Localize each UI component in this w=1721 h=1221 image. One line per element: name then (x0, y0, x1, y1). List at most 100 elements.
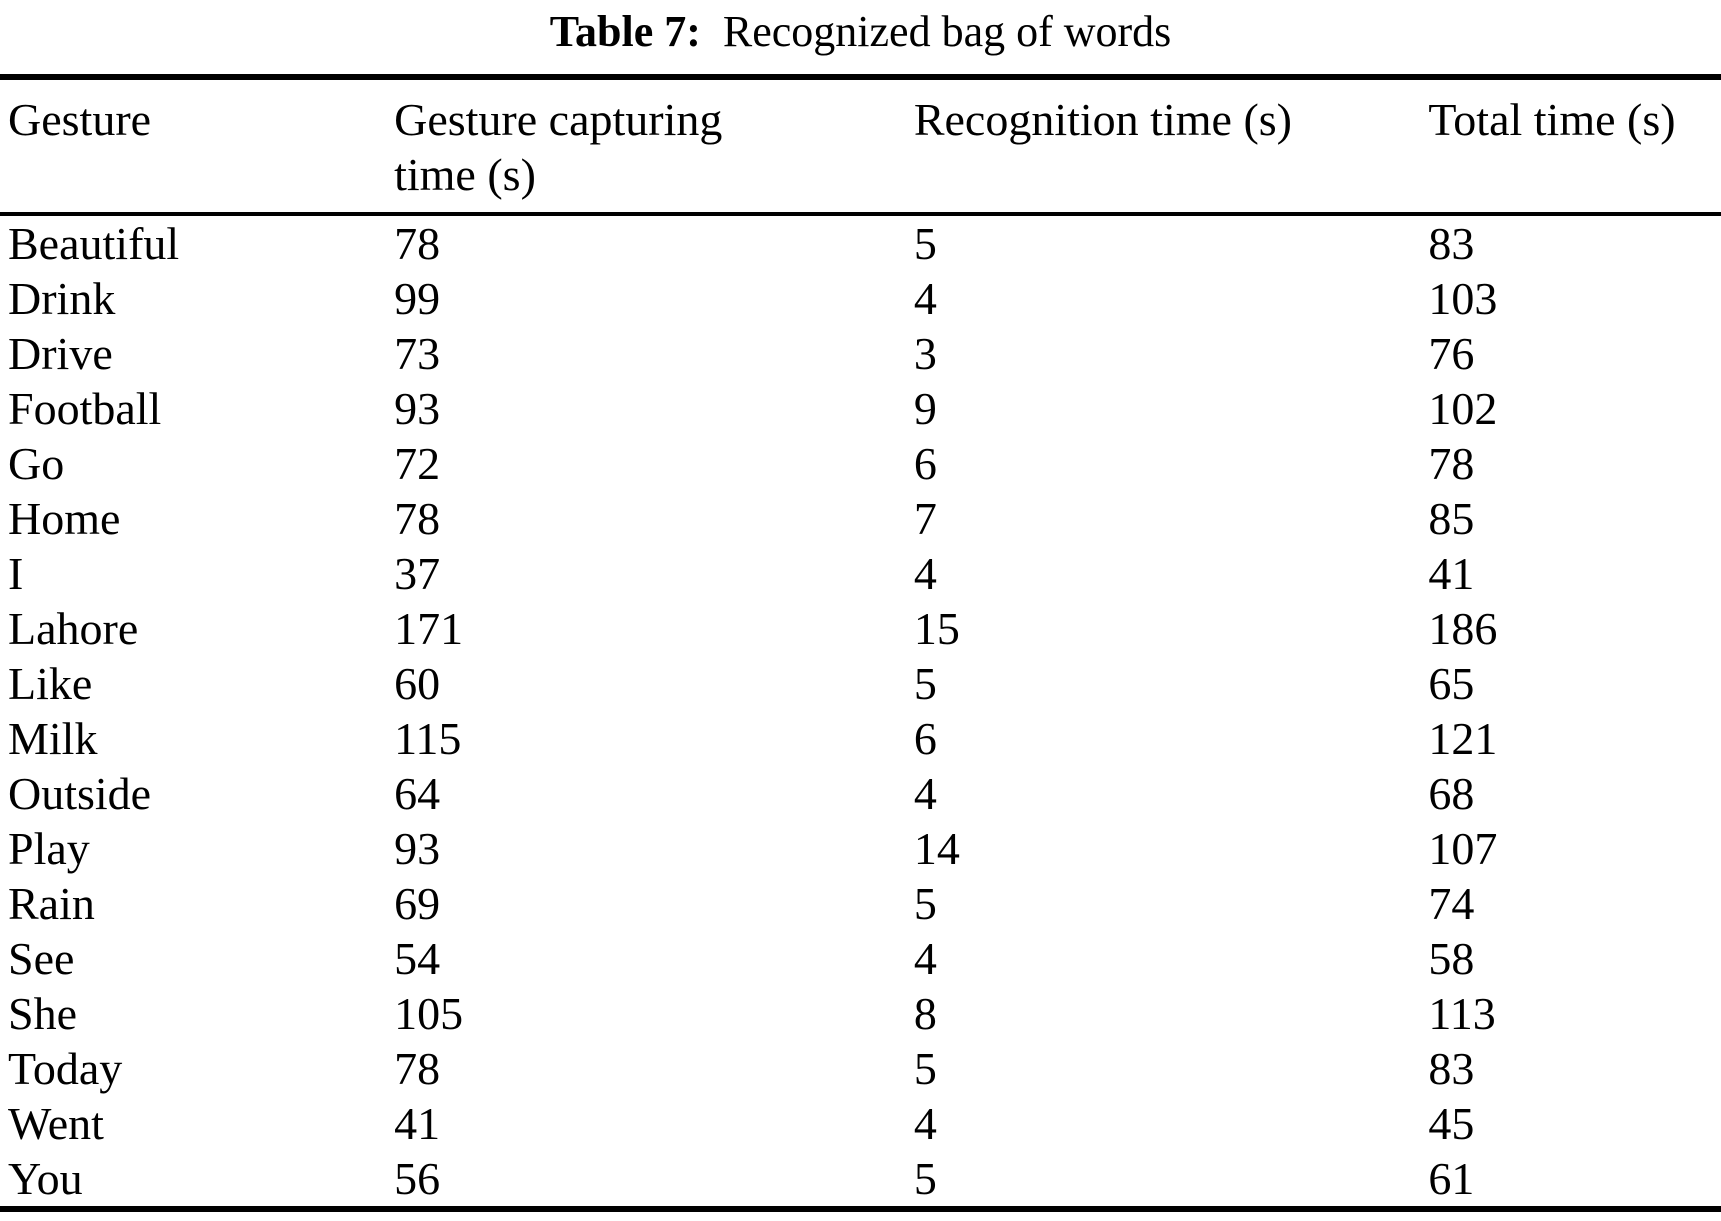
table-row: Beautiful 78 5 83 (0, 214, 1721, 271)
table-row: I 37 4 41 (0, 546, 1721, 601)
table-cell: 105 (394, 988, 464, 1039)
table-cell: 41 (394, 1098, 441, 1149)
table-row: She 105 8 113 (0, 986, 1721, 1041)
table-cell: 6 (913, 713, 937, 764)
table-cell: 99 (394, 273, 441, 324)
column-header-gesture: Gesture (0, 77, 395, 216)
table-caption: Table 7: Recognized bag of words (0, 0, 1721, 74)
table-row: Home 78 7 85 (0, 491, 1721, 546)
table-header: Gesture Gesture capturing time (s) Recog… (0, 77, 1721, 216)
column-header-total-time: Total time (s) (1428, 77, 1721, 216)
table-cell: Drink (8, 273, 116, 324)
table-cell: 4 (913, 768, 937, 819)
table-row: See 54 4 58 (0, 931, 1721, 986)
table-row: You 56 5 61 (0, 1151, 1721, 1209)
table-cell: 78 (394, 493, 441, 544)
table-row: Like 60 5 65 (0, 656, 1721, 711)
table-cell: I (8, 548, 24, 599)
table-cell: 45 (1428, 1098, 1475, 1149)
table-row: Drink 99 4 103 (0, 271, 1721, 326)
column-header-gesture-capturing-time: Gesture capturing time (s) (394, 77, 914, 216)
table-cell: 78 (1428, 438, 1475, 489)
table-row: Football 93 9 102 (0, 381, 1721, 436)
table-cell: Went (8, 1098, 104, 1149)
table-row: Milk 115 6 121 (0, 711, 1721, 766)
column-header-recognition-time: Recognition time (s) (913, 77, 1429, 216)
table-cell: She (8, 988, 77, 1039)
table-cell: Beautiful (8, 218, 180, 269)
table-cell: 3 (913, 328, 937, 379)
table-cell: Lahore (8, 603, 139, 654)
table-cell: 4 (913, 548, 937, 599)
table-cell: Home (8, 493, 121, 544)
table-cell: 171 (394, 603, 464, 654)
table-row: Outside 64 4 68 (0, 766, 1721, 821)
table-cell: Rain (8, 878, 95, 929)
table-cell: Outside (8, 768, 152, 819)
table-cell: Drive (8, 328, 113, 379)
table-cell: 61 (1428, 1153, 1475, 1204)
table-cell: 8 (913, 988, 937, 1039)
table-caption-title: Recognized bag of words (722, 7, 1172, 56)
table-row: Lahore 171 15 186 (0, 601, 1721, 656)
table-cell: 41 (1428, 548, 1475, 599)
table-cell: 103 (1428, 273, 1498, 324)
table-cell: 5 (913, 1153, 937, 1204)
table-cell: 186 (1428, 603, 1498, 654)
table-cell: 58 (1428, 933, 1475, 984)
table-cell: 65 (1428, 658, 1475, 709)
table-cell: 113 (1428, 988, 1496, 1039)
table-cell: 5 (913, 1043, 937, 1094)
table-cell: 5 (913, 878, 937, 929)
table-cell: 15 (913, 603, 960, 654)
table-cell: 9 (913, 383, 937, 434)
table-cell: 60 (394, 658, 441, 709)
table-cell: 121 (1428, 713, 1498, 764)
table-cell: 14 (913, 823, 960, 874)
table-cell: 56 (394, 1153, 441, 1204)
table-cell: 93 (394, 383, 441, 434)
table-cell: 69 (394, 878, 441, 929)
table-cell: Today (8, 1043, 123, 1094)
table-cell: 115 (394, 713, 462, 764)
table-header-row: Gesture Gesture capturing time (s) Recog… (0, 77, 1721, 216)
table-cell: 78 (394, 1043, 441, 1094)
table-cell: Go (8, 438, 65, 489)
table-cell: 83 (1428, 218, 1475, 269)
table-row: Drive 73 3 76 (0, 326, 1721, 381)
table-cell: 37 (394, 548, 441, 599)
table-cell: 93 (394, 823, 441, 874)
table-cell: 64 (394, 768, 441, 819)
table-cell: Play (8, 823, 90, 874)
table-cell: 54 (394, 933, 441, 984)
table-cell: Football (8, 383, 162, 434)
table-cell: 4 (913, 273, 937, 324)
table-cell: 72 (394, 438, 441, 489)
table-cell: See (8, 933, 75, 984)
table-cell: 7 (913, 493, 937, 544)
table-row: Go 72 6 78 (0, 436, 1721, 491)
table-cell: 74 (1428, 878, 1475, 929)
table-cell: 76 (1428, 328, 1475, 379)
table-cell: Milk (8, 713, 98, 764)
table-cell: 6 (913, 438, 937, 489)
recognized-bag-of-words-table: Gesture Gesture capturing time (s) Recog… (0, 74, 1721, 1212)
table-row: Rain 69 5 74 (0, 876, 1721, 931)
table-cell: 78 (394, 218, 441, 269)
table-cell: 5 (913, 218, 937, 269)
table-cell: 5 (913, 658, 937, 709)
table-cell: 85 (1428, 493, 1475, 544)
table-cell: Like (8, 658, 93, 709)
table-cell: 4 (913, 933, 937, 984)
table-cell: 68 (1428, 768, 1475, 819)
table-cell: 4 (913, 1098, 937, 1149)
table-row: Play 93 14 107 (0, 821, 1721, 876)
table-cell: 73 (394, 328, 441, 379)
table-row: Went 41 4 45 (0, 1096, 1721, 1151)
table-cell: You (8, 1153, 83, 1204)
table-cell: 83 (1428, 1043, 1475, 1094)
table-caption-label: Table 7: (549, 7, 701, 56)
table-body: Beautiful 78 5 83 Drink 99 4 103 Drive 73 3 76 Footb… (0, 214, 1721, 1209)
table-cell: 102 (1428, 383, 1498, 434)
